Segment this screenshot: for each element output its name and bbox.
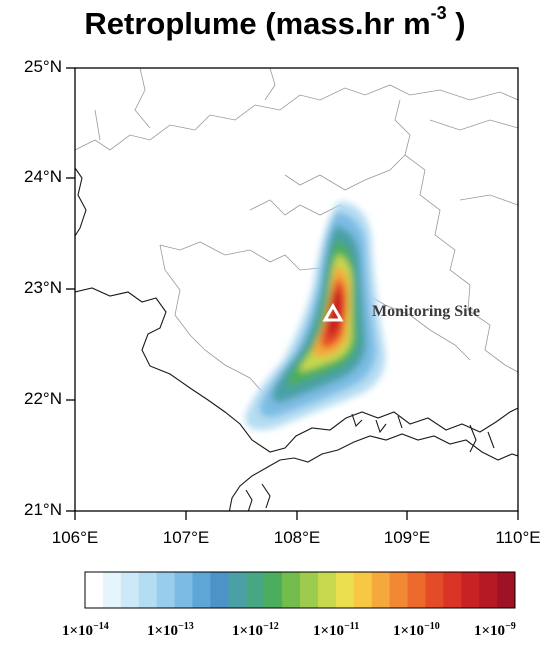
title-exponent: -3 [430,2,447,23]
colorbar-swatch [246,572,265,608]
colorbar-swatch [85,572,104,608]
colorbar-swatch [371,572,390,608]
colorbar-swatch [335,572,355,608]
colorbar-frame [84,571,516,609]
colorbar-swatch [174,572,193,608]
lon-label-109: 109°E [383,528,431,547]
colorbar-swatch [282,572,301,608]
colorbar-swatch [353,572,373,608]
colorbar-swatch [479,572,498,608]
colorbar-label-1e-14: 1×10−14 [62,621,109,639]
map-title: Retroplume (mass.hr m-3 ) [0,2,550,42]
lat-label-21: 21°N [24,500,62,519]
colorbar-swatch [192,572,211,608]
title-text: Retroplume (mass.hr m [84,6,431,41]
colorbar-swatch [138,572,158,608]
colorbar-swatch [425,572,444,608]
colorbar-label-1e-12: 1×10−12 [232,621,279,639]
colorbar-label-1e-9: 1×10−9 [474,621,516,639]
colorbar-swatch [210,572,229,608]
colorbar-swatch [102,572,122,608]
colorbar-swatch [497,572,516,608]
lat-label-22: 22°N [24,389,62,408]
colorbar-swatch [407,572,426,608]
colorbar-swatch [120,572,140,608]
title-close: ) [446,6,466,41]
coastline [75,167,518,511]
colorbar-label-1e-10: 1×10−10 [393,621,440,639]
colorbar-swatch [317,572,337,608]
triangle-icon [322,302,344,322]
lon-label-107: 107°E [162,528,210,547]
colorbar-swatch [461,572,480,608]
lon-label-106: 106°E [51,528,99,547]
province-borders [75,68,518,396]
lat-label-23: 23°N [24,278,62,297]
colorbar-swatch [228,572,247,608]
colorbar-swatch [443,572,462,608]
colorbar-swatch [300,572,319,608]
colorbar [84,571,516,609]
retroplume-field [245,201,386,430]
colorbar-label-1e-13: 1×10−13 [147,621,194,639]
colorbar-swatch [389,572,408,608]
colorbar-swatch [156,572,175,608]
lat-label-25: 25°N [24,57,62,76]
colorbar-label-1e-11: 1×10−11 [313,621,360,639]
monitoring-site-label: Monitoring Site [372,303,480,320]
colorbar-swatch [264,572,283,608]
lon-label-110: 110°E [495,528,541,547]
lat-label-24: 24°N [24,167,62,186]
axis-ticks [66,67,519,520]
lon-label-108: 108°E [273,528,321,547]
